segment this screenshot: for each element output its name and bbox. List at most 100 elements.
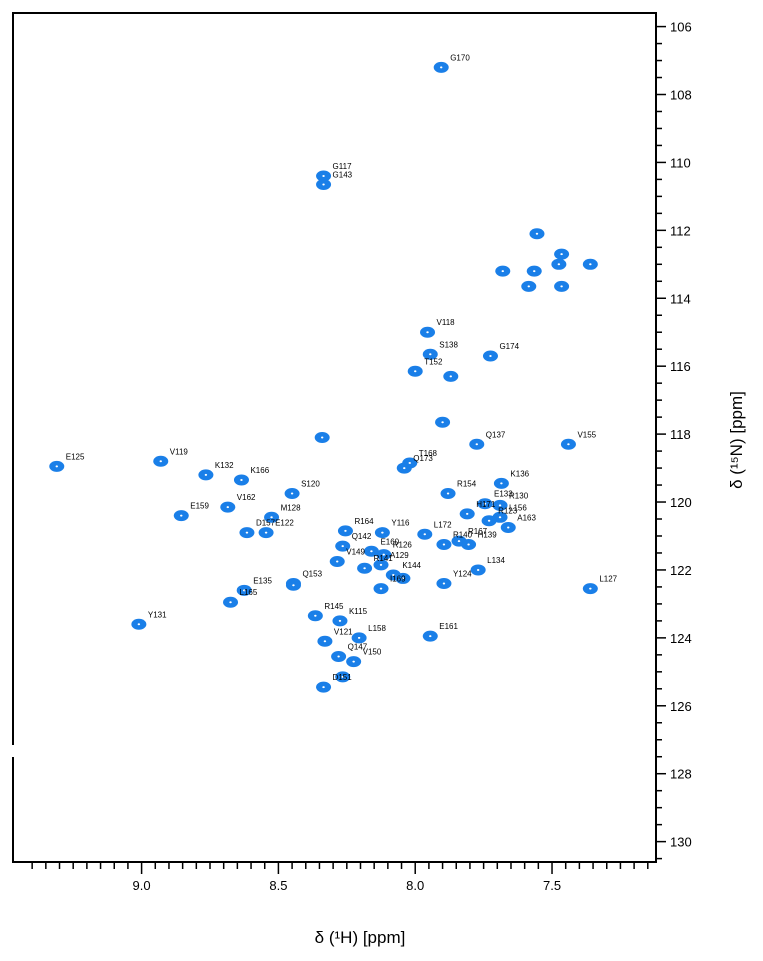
peak-label: L172 (434, 520, 452, 529)
y-tick-label: 114 (670, 291, 691, 306)
peak-e122 (258, 527, 274, 539)
peak-label: L156 (509, 503, 527, 512)
peak-e161 (422, 630, 438, 642)
peak-r123 (481, 515, 497, 527)
peak-h171 (459, 508, 475, 520)
unlabeled-peak (526, 265, 542, 277)
peak-l134 (470, 564, 486, 576)
peak-r164 (337, 525, 353, 537)
peak-label: L158 (368, 624, 386, 633)
peak-label: Q173 (413, 454, 433, 463)
peak-g143 (316, 178, 332, 190)
peak-label: K166 (250, 466, 269, 475)
peak-h139 (461, 538, 477, 550)
unlabeled-peak (395, 572, 411, 584)
peak-s138 (422, 348, 438, 360)
peak-l165 (223, 596, 239, 608)
peak-label: H171 (476, 500, 496, 509)
peak-a163 (500, 521, 516, 533)
peak-label: L134 (487, 556, 505, 565)
peak-e133 (477, 498, 493, 510)
peak-label: Y131 (148, 610, 167, 619)
peak-label: E133 (494, 490, 513, 499)
peak-label: E125 (66, 452, 85, 461)
peak-label: R140 (453, 530, 473, 539)
unlabeled-peak (443, 370, 459, 382)
unlabeled-peak (495, 265, 511, 277)
peak-r141 (357, 562, 373, 574)
peak-label: V155 (577, 430, 596, 439)
peak-label: K132 (215, 461, 234, 470)
peak-m128 (264, 511, 280, 523)
x-axis: 9.0 8.5 8.0 7.5 (31, 862, 649, 893)
peak-label: S120 (301, 480, 320, 489)
y-tick-label: 128 (670, 767, 692, 782)
peak-label: R145 (324, 602, 344, 611)
x-tick-label: 7.5 (543, 878, 561, 893)
peak-k166 (233, 474, 249, 486)
peak-label: E122 (275, 519, 294, 528)
axis-break-gap (8, 745, 18, 757)
unlabeled-peak (554, 280, 570, 292)
peak-label: L127 (599, 575, 617, 584)
peak-g174 (482, 350, 498, 362)
peak-label: L165 (240, 588, 258, 597)
peak-k115 (332, 615, 348, 627)
peak-i169 (373, 583, 389, 595)
peak-label: S138 (439, 340, 458, 349)
y-tick-label: 106 (670, 20, 692, 35)
peak-v162 (220, 501, 236, 513)
peak-q137 (469, 438, 485, 450)
peak-v121 (317, 635, 333, 647)
peak-label: Q137 (486, 430, 506, 439)
peak-r145 (307, 610, 323, 622)
y-tick-label: 112 (670, 223, 691, 238)
peak-label: K136 (510, 469, 529, 478)
peak-r126 (376, 549, 392, 561)
y-tick-label: 110 (670, 155, 691, 170)
y-tick-label: 120 (670, 495, 692, 510)
peak-label: R154 (457, 480, 477, 489)
peak-r154 (440, 488, 456, 500)
unlabeled-peak (582, 258, 598, 270)
peak-d151 (316, 681, 332, 693)
unlabeled-peak (285, 579, 301, 591)
peak-a129 (373, 559, 389, 571)
unlabeled-peak (335, 671, 351, 683)
peak-q147 (331, 651, 347, 663)
peak-label: E135 (253, 576, 272, 585)
y-tick-label: 122 (670, 563, 692, 578)
peak-label: T168 (419, 449, 438, 458)
peak-label: Y116 (391, 519, 410, 528)
peak-l127 (582, 583, 598, 595)
peak-y131 (131, 618, 147, 630)
peak-label: G117 (333, 162, 353, 171)
peak-label: G143 (333, 170, 353, 179)
peak-k132 (198, 469, 214, 481)
peak-label: R123 (498, 507, 518, 516)
peak-e135 (236, 584, 252, 596)
peak-v118 (420, 326, 436, 338)
peak-q142 (335, 540, 351, 552)
peak-y116 (374, 527, 390, 539)
peak-label: G170 (450, 53, 470, 62)
unlabeled-peak (435, 416, 451, 428)
x-tick-label: 8.5 (269, 878, 287, 893)
peak-label: D151 (333, 673, 353, 682)
peak-s120 (284, 488, 300, 500)
peak-g117 (316, 170, 332, 182)
peak-label: R141 (374, 554, 394, 563)
y-axis-title: δ (¹⁵N) [ppm] (727, 391, 746, 489)
peak-label: H139 (478, 530, 498, 539)
peak-v150 (346, 656, 362, 668)
peak-d157 (239, 527, 255, 539)
peak-label: R130 (509, 491, 529, 500)
x-axis-title: δ (¹H) [ppm] (315, 928, 406, 947)
peak-label: A163 (517, 513, 536, 522)
peak-y124 (436, 578, 452, 590)
unlabeled-peak (551, 258, 567, 270)
peak-label: K115 (349, 607, 368, 616)
peak-label: E161 (439, 622, 458, 631)
